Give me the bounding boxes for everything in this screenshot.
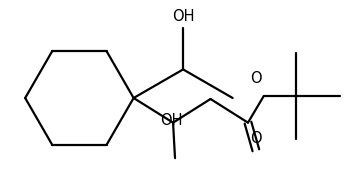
Text: OH: OH bbox=[172, 9, 195, 24]
Text: O: O bbox=[250, 131, 262, 146]
Text: OH: OH bbox=[160, 113, 183, 128]
Text: O: O bbox=[250, 71, 262, 86]
